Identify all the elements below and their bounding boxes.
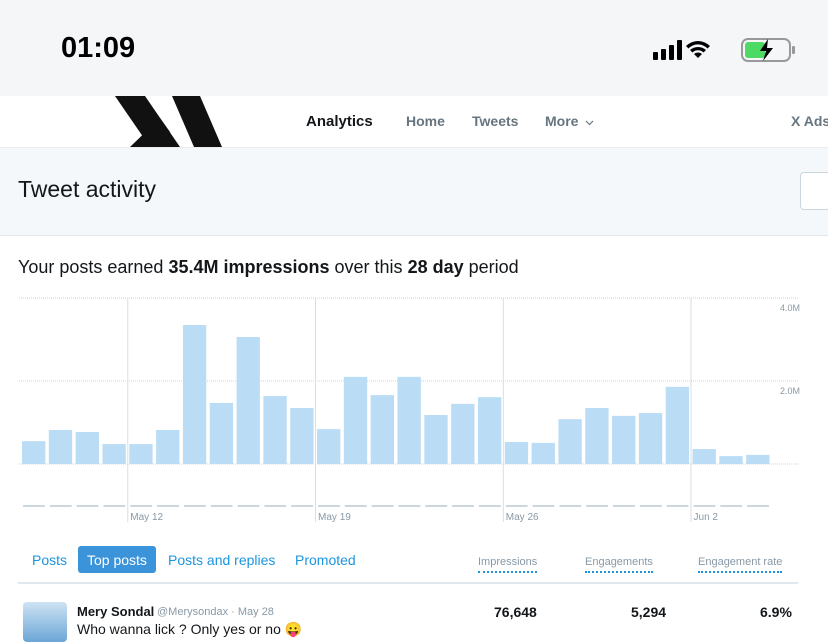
date-picker[interactable]	[800, 172, 828, 210]
tab-active[interactable]: Top posts	[78, 546, 156, 573]
page-title: Tweet activity	[18, 176, 157, 202]
engagements-cell: 5,294	[631, 604, 667, 620]
bar	[531, 442, 555, 464]
bar	[102, 444, 126, 464]
status-bar: 01:09	[0, 0, 828, 96]
x-tick-label: May 19	[318, 512, 351, 523]
bar	[22, 441, 46, 464]
bar	[48, 429, 73, 464]
x-tick-label: May 12	[130, 512, 163, 523]
impressions-cell: 76,648	[494, 604, 537, 620]
bar	[156, 429, 180, 464]
bar	[317, 429, 341, 464]
y-tick-label: 4.0M	[780, 303, 800, 313]
nav-bar: Analytics Home Tweets More X Ads	[0, 96, 828, 148]
summary-period: 28 day	[407, 257, 464, 277]
bar	[290, 407, 314, 464]
bar	[397, 376, 421, 464]
summary: Your posts earned 35.4M impressions over…	[18, 257, 519, 278]
chart: 2.0M 4.0M May 12 May 19 May 26 Jun 2	[19, 297, 800, 523]
author-meta: @Merysondax · May 28	[157, 606, 274, 618]
x-logo	[115, 96, 222, 147]
avatar	[23, 602, 67, 642]
column-header[interactable]: Engagements	[585, 556, 653, 573]
bar	[719, 456, 743, 464]
tab[interactable]: Promoted	[295, 552, 356, 568]
bar	[424, 415, 448, 464]
summary-text: Your posts earned	[18, 257, 169, 277]
summary-text: over this	[329, 257, 408, 277]
bar	[665, 386, 690, 464]
bar	[612, 415, 636, 464]
bar	[746, 454, 770, 464]
y-tick-label: 2.0M	[780, 386, 800, 396]
bar	[236, 337, 260, 464]
bar	[477, 397, 502, 464]
bar	[129, 444, 153, 464]
bar	[370, 395, 394, 464]
summary-impressions: 35.4M impressions	[168, 257, 330, 277]
bar	[263, 395, 287, 464]
bar	[504, 442, 529, 464]
bar	[638, 412, 663, 464]
nav-ads[interactable]: X Ads	[791, 113, 828, 129]
nav-analytics[interactable]: Analytics	[306, 113, 373, 130]
bar	[692, 449, 716, 464]
divider	[18, 582, 798, 584]
bar	[451, 403, 475, 464]
rate-cell: 6.9%	[760, 604, 792, 620]
bar	[558, 419, 582, 464]
status-icons	[653, 38, 795, 62]
x-tick-label: May 26	[506, 512, 539, 523]
bar	[343, 376, 368, 464]
post-text: Who wanna lick ? Only yes or no 😛	[77, 621, 303, 637]
nav-home[interactable]: Home	[406, 113, 445, 129]
x-tick-label: Jun 2	[694, 512, 719, 523]
author-name: Mery Sondal	[77, 604, 155, 619]
bar	[182, 324, 207, 464]
summary-text: period	[463, 257, 519, 277]
bar	[75, 432, 99, 464]
nav-more[interactable]: More	[545, 113, 579, 129]
bar	[585, 407, 609, 464]
nav-tweets[interactable]: Tweets	[472, 113, 519, 129]
chevron	[585, 120, 594, 126]
page-header: Tweet activity	[0, 148, 828, 236]
column-header[interactable]: Engagement rate	[698, 556, 783, 573]
bar	[209, 402, 234, 464]
tab[interactable]: Posts and replies	[168, 552, 276, 568]
tab[interactable]: Posts	[32, 552, 68, 568]
clock: 01:09	[61, 32, 136, 64]
column-header[interactable]: Impressions	[478, 556, 538, 573]
